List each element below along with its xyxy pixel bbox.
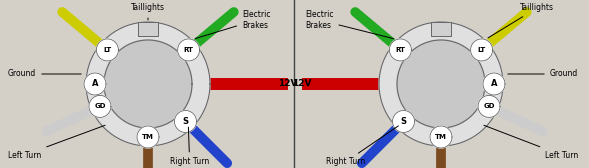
Polygon shape <box>174 111 197 133</box>
Polygon shape <box>97 39 118 61</box>
Text: LT: LT <box>103 47 111 53</box>
Text: A: A <box>92 79 98 89</box>
Text: Right Turn: Right Turn <box>326 126 398 166</box>
Text: S: S <box>183 117 188 126</box>
Text: TM: TM <box>142 134 154 140</box>
Text: Left Turn: Left Turn <box>8 125 105 159</box>
Bar <box>138 22 158 36</box>
Polygon shape <box>478 95 500 117</box>
Polygon shape <box>397 40 485 128</box>
Polygon shape <box>379 22 503 146</box>
Polygon shape <box>483 73 505 95</box>
Text: GD: GD <box>94 103 105 109</box>
Polygon shape <box>104 40 192 128</box>
Polygon shape <box>137 126 159 148</box>
Bar <box>431 22 451 36</box>
Bar <box>302 78 441 90</box>
Polygon shape <box>86 22 210 146</box>
Text: 12V: 12V <box>279 79 298 89</box>
Text: LT: LT <box>478 47 486 53</box>
Polygon shape <box>430 126 452 148</box>
Text: Left Turn: Left Turn <box>484 125 578 159</box>
Text: Electric
Brakes: Electric Brakes <box>305 10 393 39</box>
Text: Taillights: Taillights <box>488 4 554 38</box>
Text: Right Turn: Right Turn <box>170 127 209 166</box>
Bar <box>148 78 288 90</box>
Text: Ground: Ground <box>8 70 81 78</box>
Text: 12V: 12V <box>292 79 312 89</box>
Polygon shape <box>471 39 492 61</box>
Text: Ground: Ground <box>508 70 578 78</box>
Text: TM: TM <box>435 134 447 140</box>
Polygon shape <box>89 95 111 117</box>
Text: Electric
Brakes: Electric Brakes <box>196 10 270 38</box>
Text: Taillights: Taillights <box>131 4 165 20</box>
Polygon shape <box>84 73 106 95</box>
Text: A: A <box>491 79 497 89</box>
Text: S: S <box>401 117 406 126</box>
Text: GD: GD <box>484 103 495 109</box>
Polygon shape <box>392 111 415 133</box>
Polygon shape <box>178 39 200 61</box>
Text: RT: RT <box>395 47 405 53</box>
Text: RT: RT <box>184 47 194 53</box>
Polygon shape <box>389 39 411 61</box>
